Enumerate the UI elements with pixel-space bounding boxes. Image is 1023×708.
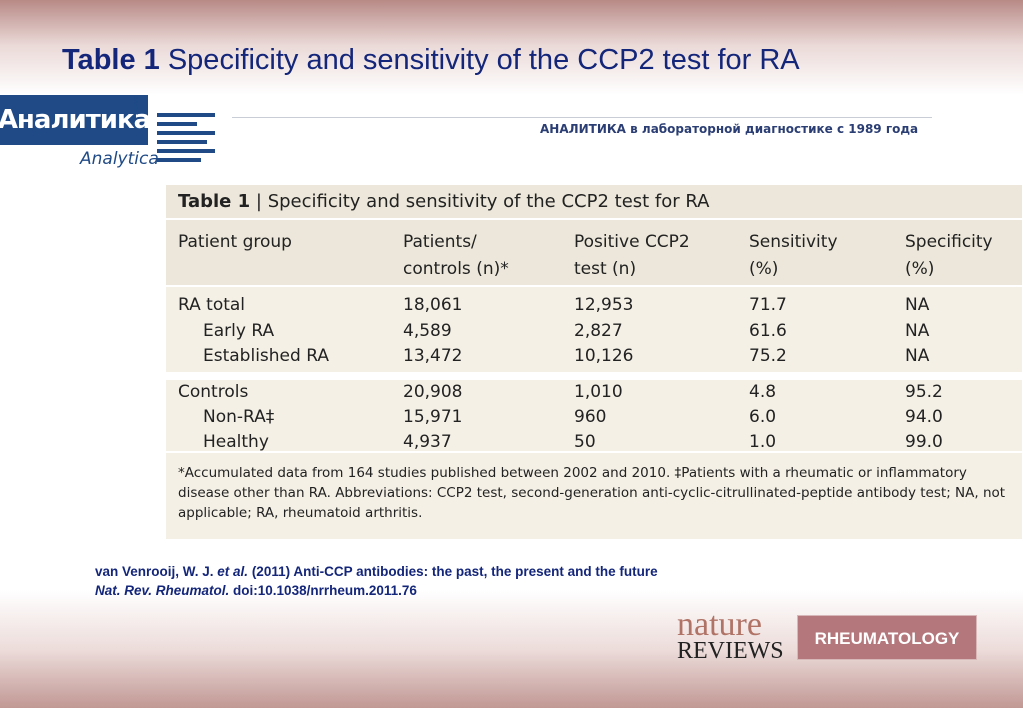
controls-group: Controls 20,908 1,010 4.8 95.2 Non-RA‡ 1… — [166, 380, 1022, 453]
cell-patients: 4,937 — [403, 432, 452, 452]
citation-journal: Nat. Rev. Rheumatol. — [95, 583, 230, 598]
table-caption-text: Specificity and sensitivity of the CCP2 … — [267, 191, 710, 212]
cell-sensitivity: 75.2 — [749, 346, 787, 366]
cell-patients: 13,472 — [403, 346, 463, 366]
cell-specificity: 99.0 — [905, 432, 943, 452]
cell-specificity: NA — [905, 321, 930, 341]
table-row: Controls 20,908 1,010 4.8 95.2 — [166, 380, 1022, 405]
logo-brand-en: Analytica — [80, 149, 159, 169]
header-positive-ccp2: Positive CCP2 test (n) — [574, 232, 690, 279]
header-sensitivity: Sensitivity (%) — [749, 232, 838, 279]
tagline-divider — [232, 117, 932, 118]
cell-positive: 50 — [574, 432, 596, 452]
table-row: RA total 18,061 12,953 71.7 NA — [166, 293, 1022, 318]
cell-specificity: 95.2 — [905, 382, 943, 402]
table-header-row: Patient group Patients/ controls (n)* Po… — [166, 220, 1022, 287]
cell-sensitivity: 61.6 — [749, 321, 787, 341]
cell-positive: 2,827 — [574, 321, 623, 341]
cell-group: Healthy — [203, 432, 269, 452]
table-label: Table 1 — [178, 191, 251, 212]
table-separator: | — [250, 191, 268, 212]
ra-group: RA total 18,061 12,953 71.7 NA Early RA … — [166, 287, 1022, 380]
citation: van Venrooij, W. J. et al. (2011) Anti-C… — [95, 562, 658, 600]
cell-patients: 18,061 — [403, 295, 463, 315]
cell-patients: 20,908 — [403, 382, 463, 402]
tagline: АНАЛИТИКА в лабораторной диагностике с 1… — [540, 122, 919, 136]
table-footnote: *Accumulated data from 164 studies publi… — [178, 465, 1006, 521]
cell-group: Non-RA‡ — [203, 407, 275, 427]
nature-reviews-logo: nature REVIEWS RHEUMATOLOGY — [677, 606, 977, 664]
cell-patients: 4,589 — [403, 321, 452, 341]
cell-specificity: 94.0 — [905, 407, 943, 427]
slide-title: Table 1 Specificity and sensitivity of t… — [62, 44, 800, 77]
citation-authors: van Venrooij, W. J. — [95, 564, 218, 579]
cell-sensitivity: 71.7 — [749, 295, 787, 315]
citation-line-1: van Venrooij, W. J. et al. (2011) Anti-C… — [95, 562, 658, 581]
table-figure: Table 1 | Specificity and sensitivity of… — [166, 185, 1022, 539]
table-row: Non-RA‡ 15,971 960 6.0 94.0 — [166, 405, 1022, 430]
cell-group: Controls — [178, 382, 249, 402]
logo-bars-icon — [157, 113, 217, 169]
logo-www: www — [131, 95, 141, 115]
cell-positive: 1,010 — [574, 382, 623, 402]
cell-positive: 10,126 — [574, 346, 634, 366]
slide-title-bold: Table 1 — [62, 44, 160, 76]
cell-positive: 12,953 — [574, 295, 634, 315]
logo-rheumatology: RHEUMATOLOGY — [797, 615, 977, 660]
logo-brand-ru: Аналитика — [0, 95, 151, 145]
citation-etal: et al. — [217, 564, 249, 579]
logo-nature: nature — [677, 606, 762, 643]
header-specificity: Specificity (%) — [905, 232, 993, 279]
header-patients-controls: Patients/ controls (n)* — [403, 232, 509, 279]
cell-sensitivity: 6.0 — [749, 407, 777, 427]
cell-positive: 960 — [574, 407, 607, 427]
logo-reviews: REVIEWS — [677, 638, 784, 664]
header-patient-group: Patient group — [178, 232, 292, 252]
slide-title-text: Specificity and sensitivity of the CCP2 … — [159, 44, 800, 76]
citation-line-2: Nat. Rev. Rheumatol. doi:10.1038/nrrheum… — [95, 581, 658, 600]
table-row: Early RA 4,589 2,827 61.6 NA — [166, 319, 1022, 344]
cell-specificity: NA — [905, 346, 930, 366]
cell-group: RA total — [178, 295, 246, 315]
cell-patients: 15,971 — [403, 407, 463, 427]
cell-sensitivity: 4.8 — [749, 382, 777, 402]
analytica-logo: Аналитика www Analytica — [0, 95, 220, 173]
cell-group: Early RA — [203, 321, 275, 341]
cell-sensitivity: 1.0 — [749, 432, 777, 452]
table-row: Established RA 13,472 10,126 75.2 NA — [166, 344, 1022, 369]
table-row: Healthy 4,937 50 1.0 99.0 — [166, 430, 1022, 455]
table-caption: Table 1 | Specificity and sensitivity of… — [166, 185, 1022, 220]
cell-group: Established RA — [203, 346, 329, 366]
citation-title: (2011) Anti-CCP antibodies: the past, th… — [248, 564, 658, 579]
cell-specificity: NA — [905, 295, 930, 315]
citation-doi: doi:10.1038/nrrheum.2011.76 — [229, 583, 417, 598]
